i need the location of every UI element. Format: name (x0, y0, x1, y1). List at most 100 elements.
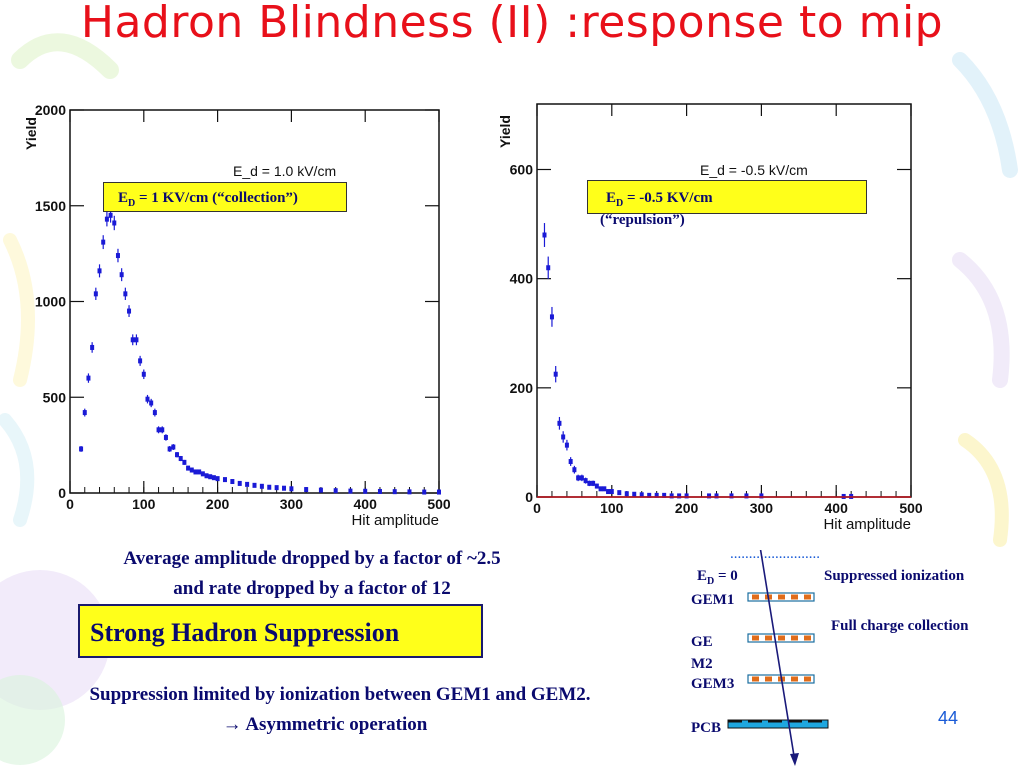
data-point (602, 486, 607, 492)
gem3-foil-hole (765, 676, 772, 682)
decor-swirl (0, 413, 35, 527)
right-field-box: ED = -0.5 KV/cm (587, 180, 867, 214)
data-point (677, 493, 682, 499)
data-point (564, 442, 569, 448)
data-point (186, 465, 191, 471)
x-tick-label: 100 (132, 496, 156, 512)
data-point (156, 427, 161, 433)
y-axis-label: Yield (497, 115, 513, 148)
data-point (591, 480, 596, 486)
suppressed-ionization-label: Suppressed ionization (824, 568, 965, 584)
gem2-label-a: GE (691, 634, 713, 650)
x-axis-label: Hit amplitude (823, 516, 911, 533)
data-point (222, 477, 227, 483)
chart-annotation: E_d = 1.0 kV/cm (233, 163, 336, 179)
gem3-foil-hole (752, 676, 759, 682)
data-point (639, 492, 644, 498)
data-point (138, 358, 143, 364)
data-point (215, 476, 220, 482)
decor-swirl (3, 233, 35, 387)
data-point (245, 481, 250, 487)
data-point (744, 493, 749, 499)
decor-swirl (958, 433, 1009, 547)
left-field-sub: D (128, 198, 136, 209)
data-point (145, 396, 150, 402)
data-point (572, 467, 577, 473)
x-tick-label: 500 (427, 496, 450, 512)
x-tick-label: 500 (899, 500, 922, 516)
x-tick-label: 0 (66, 496, 74, 512)
gem1-foil-hole (804, 594, 811, 600)
data-point (149, 400, 154, 406)
arrow-icon: → (222, 714, 242, 735)
data-point (422, 489, 427, 495)
data-point (617, 490, 622, 496)
data-point (274, 485, 279, 491)
summary-line-2: and rate dropped by a factor of 12 (173, 578, 451, 599)
data-point (163, 434, 168, 440)
data-point (259, 483, 264, 489)
x-tick-label: 100 (600, 500, 624, 516)
data-point (363, 488, 368, 494)
full-charge-label: Full charge collection (831, 618, 969, 634)
pcb-label: PCB (691, 720, 721, 736)
data-point (304, 487, 309, 493)
strong-suppression-box: Strong Hadron Suppression (78, 604, 483, 658)
data-point (282, 485, 287, 491)
gem3-foil-hole (791, 676, 798, 682)
decor-swirl (11, 33, 119, 79)
data-point (684, 493, 689, 499)
gem1-foil-hole (791, 594, 798, 600)
data-point (583, 478, 588, 484)
right-field-sub: D (616, 198, 624, 209)
data-point (204, 473, 209, 479)
data-point (252, 482, 257, 488)
x-tick-label: 300 (750, 500, 774, 516)
data-point (193, 469, 198, 475)
chart-annotation: E_d = -0.5 kV/cm (700, 162, 808, 178)
data-point (197, 469, 202, 475)
data-point (729, 493, 734, 499)
gem2-foil-hole (765, 635, 772, 641)
data-point (86, 375, 91, 381)
data-point (669, 493, 674, 499)
data-point (171, 444, 176, 450)
gem1-foil-hole (752, 594, 759, 600)
y-tick-label: 2000 (35, 102, 66, 118)
decor-circle (0, 675, 65, 765)
data-point (587, 480, 592, 486)
y-tick-label: 0 (525, 489, 533, 505)
y-axis-label: Yield (23, 117, 39, 150)
x-tick-label: 400 (354, 496, 378, 512)
data-point (549, 314, 554, 320)
data-point (632, 491, 637, 497)
data-point (152, 410, 157, 416)
right-field-text: = -0.5 KV/cm (623, 190, 713, 206)
data-point (377, 488, 382, 494)
x-axis-label: Hit amplitude (351, 512, 439, 529)
decor-swirl (952, 52, 1018, 178)
data-point (82, 410, 87, 416)
data-point (609, 489, 614, 495)
data-point (267, 484, 272, 490)
data-point (407, 489, 412, 495)
data-point (200, 471, 205, 477)
diagram-dots: ........................ (730, 546, 820, 562)
data-point (654, 492, 659, 498)
plot-frame (536, 103, 912, 498)
track-arrow-icon (790, 753, 799, 766)
gem-stack-drawing (727, 550, 829, 766)
data-point (90, 344, 95, 350)
data-point (189, 467, 194, 473)
data-point (123, 291, 128, 297)
x-tick-label: 200 (675, 500, 699, 516)
data-point (546, 265, 551, 271)
gem3-foil-hole (804, 676, 811, 682)
data-point (175, 452, 180, 458)
data-point (318, 487, 323, 493)
left-histogram-chart: 0 100 200 300 400 500 0 500 1000 1500 2000 Hit ampl… (23, 102, 450, 529)
data-point (606, 489, 611, 495)
data-point (97, 268, 102, 274)
x-tick-label: 0 (533, 500, 541, 516)
gem2-foil-hole (804, 635, 811, 641)
